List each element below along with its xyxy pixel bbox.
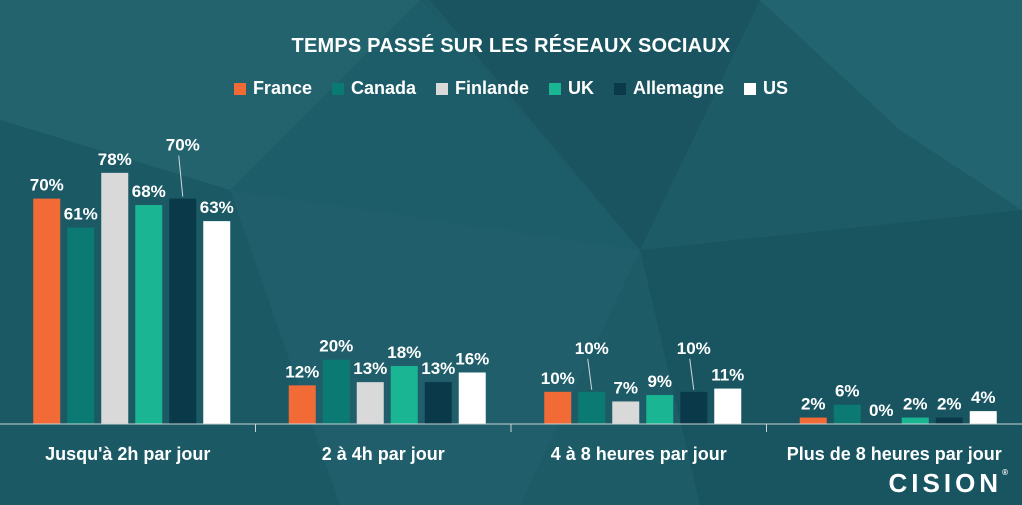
legend-item: Allemagne bbox=[614, 78, 724, 99]
x-tick-label: Jusqu'à 2h par jour bbox=[45, 444, 210, 464]
bar bbox=[612, 401, 640, 424]
data-label: 11% bbox=[711, 366, 744, 385]
legend-label: US bbox=[763, 78, 789, 98]
legend-swatch bbox=[549, 82, 562, 95]
data-labels-layer: 70%61%78%68%70%63%12%20%13%18%13%16%10%1… bbox=[30, 136, 996, 420]
data-label: 10% bbox=[541, 369, 575, 388]
data-label: 68% bbox=[132, 182, 166, 201]
bar bbox=[714, 388, 742, 424]
legend-swatch bbox=[614, 82, 627, 95]
bars-layer bbox=[33, 172, 997, 424]
bar bbox=[322, 359, 350, 424]
bar bbox=[101, 172, 129, 424]
bar bbox=[969, 411, 997, 424]
bar bbox=[33, 198, 61, 424]
legend-swatch bbox=[331, 82, 344, 95]
data-label: 0% bbox=[869, 401, 894, 420]
data-label: 12% bbox=[285, 362, 319, 381]
legend-label: Canada bbox=[350, 78, 416, 98]
leader-line bbox=[178, 155, 184, 197]
legend-swatch bbox=[233, 82, 246, 95]
data-label: 6% bbox=[835, 382, 860, 401]
leader-line bbox=[587, 358, 593, 390]
bar bbox=[424, 382, 452, 424]
bar bbox=[799, 417, 827, 424]
data-label: 7% bbox=[613, 378, 638, 397]
x-tick-label: 4 à 8 heures par jour bbox=[551, 444, 727, 464]
data-label: 13% bbox=[353, 359, 387, 378]
data-label: 9% bbox=[647, 372, 672, 391]
data-label: 70% bbox=[30, 176, 64, 195]
bar bbox=[390, 366, 418, 424]
legend-item: France bbox=[233, 78, 312, 99]
bar bbox=[67, 227, 95, 424]
bar bbox=[833, 404, 861, 424]
data-label: 63% bbox=[200, 198, 234, 217]
logo-text: CISION bbox=[888, 468, 1003, 498]
bar bbox=[901, 417, 929, 424]
cision-logo: CISION® bbox=[889, 468, 1008, 499]
data-label: 2% bbox=[903, 395, 928, 414]
legend-item: UK bbox=[549, 78, 594, 99]
data-label: 13% bbox=[421, 359, 455, 378]
data-label: 4% bbox=[971, 388, 996, 407]
bar bbox=[203, 221, 231, 424]
data-label: 61% bbox=[64, 205, 98, 224]
legend-swatch bbox=[436, 82, 448, 95]
bar bbox=[935, 417, 963, 424]
bar bbox=[169, 198, 197, 424]
legend-label: UK bbox=[568, 78, 595, 98]
chart-title: TEMPS PASSÉ SUR LES RÉSEAUX SOCIAUX bbox=[291, 35, 731, 57]
logo-mark: ® bbox=[1002, 468, 1008, 477]
bar bbox=[680, 391, 708, 424]
x-tick-label: 2 à 4h par jour bbox=[322, 444, 445, 464]
bar bbox=[646, 395, 674, 424]
bar bbox=[288, 385, 316, 424]
data-label: 10% bbox=[677, 339, 711, 358]
legend-label: Allemagne bbox=[633, 78, 725, 98]
data-label: 78% bbox=[98, 150, 132, 169]
data-label: 2% bbox=[801, 395, 826, 414]
leader-lines-layer bbox=[178, 155, 695, 390]
bar bbox=[458, 372, 486, 424]
bar bbox=[356, 382, 384, 424]
x-tick-label: Plus de 8 heures par jour bbox=[787, 444, 1002, 464]
bar bbox=[135, 205, 163, 424]
data-label: 2% bbox=[937, 395, 962, 414]
legend-swatch bbox=[744, 82, 757, 95]
legend-item: Finlande bbox=[436, 78, 529, 99]
data-label: 10% bbox=[575, 339, 609, 358]
chart-legend: France Canada Finlande UK Allemagne US bbox=[0, 78, 1022, 99]
legend-item: Canada bbox=[331, 78, 416, 99]
x-axis: Jusqu'à 2h par jour 2 à 4h par jour 4 à 8 … bbox=[0, 423, 1022, 464]
data-label: 16% bbox=[455, 349, 489, 368]
data-label: 20% bbox=[319, 337, 353, 356]
bar bbox=[544, 391, 572, 424]
legend-item: US bbox=[744, 78, 788, 99]
data-label: 18% bbox=[387, 343, 421, 362]
bar bbox=[578, 391, 606, 424]
data-label: 70% bbox=[166, 136, 200, 155]
legend-label: Finlande bbox=[455, 78, 530, 98]
legend-label: France bbox=[252, 78, 312, 98]
leader-line bbox=[689, 358, 695, 390]
